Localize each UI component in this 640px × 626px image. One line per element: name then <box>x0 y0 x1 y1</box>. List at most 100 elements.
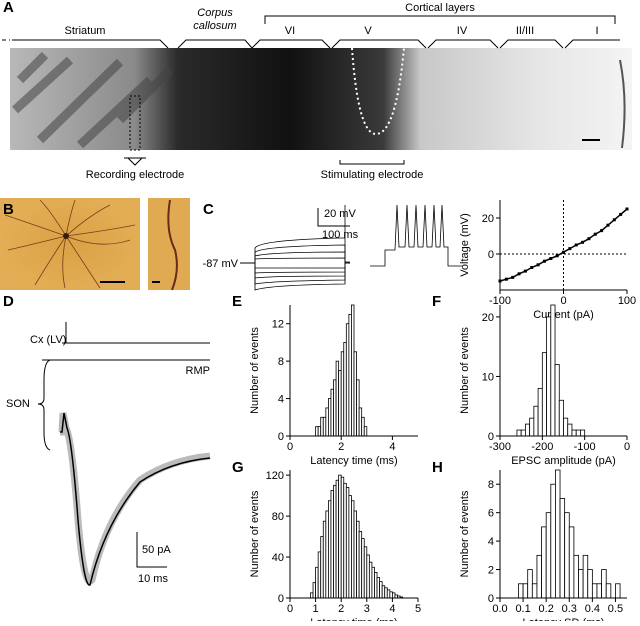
panel-label: D <box>3 293 14 310</box>
data-point <box>562 250 565 254</box>
scale-label: 100 ms <box>322 229 359 241</box>
x-tick-label: 3 <box>364 603 370 615</box>
bar <box>563 417 569 437</box>
bar <box>541 526 547 599</box>
bar <box>545 512 552 599</box>
trace-label: Cx (LV) <box>30 334 66 346</box>
data-point <box>530 266 534 269</box>
scale-label: 50 pA <box>142 544 171 556</box>
data-point <box>612 218 616 222</box>
bar <box>550 304 556 437</box>
y-axis-label: Number of events <box>459 490 471 577</box>
x-axis-label: Latency time (ms) <box>310 617 397 621</box>
group-label: Cortical layers <box>405 2 475 14</box>
y-tick-label: 0 <box>278 431 284 443</box>
bar <box>580 429 586 437</box>
bar <box>558 399 564 437</box>
y-tick-label: 12 <box>272 319 284 331</box>
bar <box>550 483 556 599</box>
chart: -100 0 100 0 20 Current (pA) Voltage (mV) <box>459 200 636 321</box>
y-tick-label: 120 <box>266 470 284 482</box>
x-tick-label: 0.5 <box>608 603 623 615</box>
panel-label: B <box>3 201 14 218</box>
x-tick-label: 100 <box>618 295 636 307</box>
chart: 0.0 0.1 0.2 0.3 0.4 0.5 0 2 4 6 8 Latency SD (ms) Nu… <box>459 469 627 626</box>
y-tick-label: 2 <box>488 565 494 577</box>
x-tick-label: 4 <box>389 603 395 615</box>
x-axis-label: Current (pA) <box>533 309 594 321</box>
panel-c-traces <box>240 204 462 291</box>
y-tick-label: 10 <box>482 371 494 383</box>
data-point <box>574 243 578 247</box>
y-tick-label: 4 <box>278 394 284 406</box>
bar <box>518 583 524 599</box>
x-tick-label: 0 <box>287 603 293 615</box>
y-tick-label: 80 <box>272 511 284 523</box>
x-tick-label: -100 <box>574 441 596 453</box>
data-point <box>568 247 572 251</box>
x-tick-label: -300 <box>489 441 511 453</box>
bar <box>571 429 577 437</box>
bar <box>531 583 538 599</box>
y-tick-label: 6 <box>488 508 494 520</box>
region-label: I <box>595 25 598 37</box>
data-point <box>587 237 591 241</box>
y-axis-label: Number of events <box>249 327 261 414</box>
panel-a-brackets <box>2 15 620 166</box>
panel-a-image <box>10 47 632 151</box>
bar <box>554 364 560 437</box>
bar <box>536 554 542 599</box>
y-tick-label: 4 <box>488 536 494 548</box>
bar <box>527 569 533 599</box>
bar <box>516 429 522 437</box>
bar <box>601 569 607 599</box>
data-point <box>600 229 604 233</box>
trace-label: RMP <box>186 365 210 377</box>
bar <box>568 526 575 599</box>
y-axis-label: Voltage (mV) <box>459 213 471 277</box>
y-tick-label: 0 <box>488 249 494 261</box>
region-label: IV <box>457 25 468 37</box>
x-axis-label: Latency time (ms) <box>310 455 397 467</box>
bar <box>529 417 535 437</box>
data-point <box>542 259 546 263</box>
scale-label: 20 mV <box>324 208 356 220</box>
x-tick-label: 0.3 <box>562 603 577 615</box>
panel-b-image <box>0 198 190 291</box>
y-tick-label: 20 <box>482 213 494 225</box>
electrode-label: Recording electrode <box>86 169 184 181</box>
bar <box>525 423 531 437</box>
panel-label: H <box>432 459 443 476</box>
bar <box>522 583 529 599</box>
bar <box>587 569 593 599</box>
panel-label: E <box>232 293 242 310</box>
y-tick-label: 0 <box>488 431 494 443</box>
region-label: Striatum <box>65 25 106 37</box>
data-point <box>619 212 623 216</box>
panel-label: G <box>232 459 244 476</box>
bar <box>615 583 621 599</box>
bar <box>596 583 602 599</box>
panel-d-traces <box>37 322 211 586</box>
bar <box>591 583 598 599</box>
bar <box>575 429 581 437</box>
x-tick-label: 1 <box>313 603 319 615</box>
data-point <box>517 272 521 276</box>
region-label: V <box>364 25 372 37</box>
x-axis-label: Latency SD (ms) <box>523 617 605 621</box>
data-point <box>511 275 515 279</box>
region-label: II/III <box>516 25 534 37</box>
x-tick-label: 0.2 <box>539 603 554 615</box>
x-tick-label: 4 <box>389 441 395 453</box>
region-label: callosum <box>193 20 236 32</box>
data-point <box>606 223 610 227</box>
chart: 0 2 4 0 4 8 12 Latency time (ms) Number of event… <box>249 304 418 467</box>
data-point <box>593 232 597 236</box>
bar <box>573 554 579 599</box>
x-axis-label: EPSC amplitude (pA) <box>511 455 616 467</box>
y-tick-label: 8 <box>488 479 494 491</box>
x-tick-label: 0.1 <box>515 603 530 615</box>
data-point <box>625 207 629 211</box>
x-tick-label: 0 <box>624 441 630 453</box>
